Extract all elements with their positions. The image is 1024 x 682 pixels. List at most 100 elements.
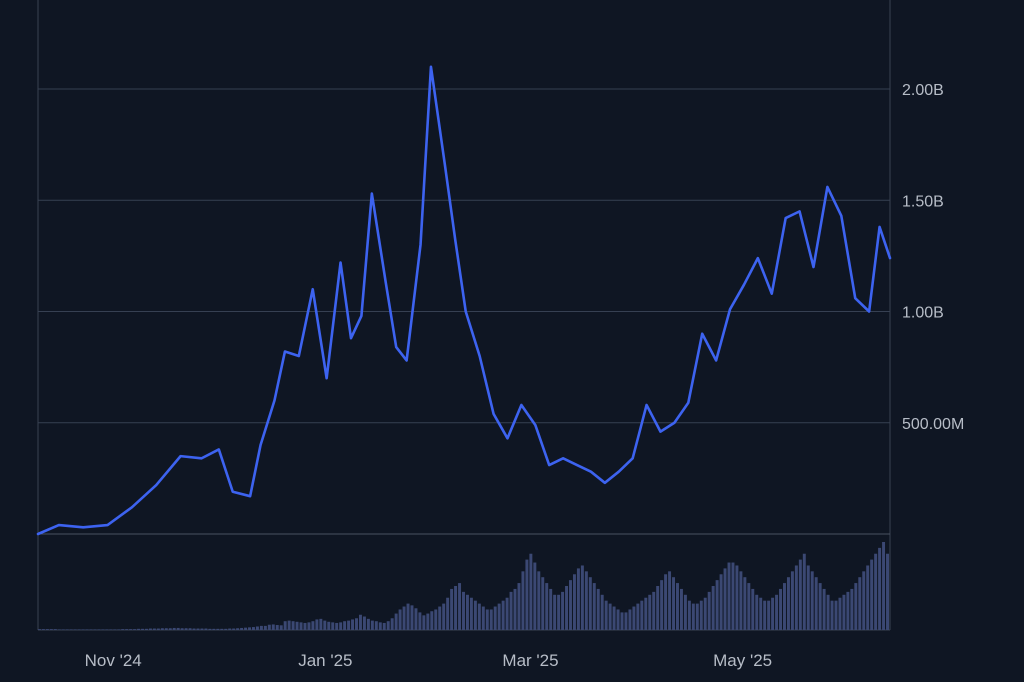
volume-bar xyxy=(632,606,636,630)
volume-bar xyxy=(608,603,612,630)
volume-bar xyxy=(790,571,794,630)
volume-bar xyxy=(93,629,97,630)
volume-bar xyxy=(822,588,826,630)
volume-bar xyxy=(450,588,454,630)
volume-bar xyxy=(327,621,331,630)
volume-bar xyxy=(196,628,200,630)
volume-bar xyxy=(501,600,505,630)
x-axis-ticks: Nov '24 Jan '25 Mar '25 May '25 xyxy=(85,651,772,670)
volume-bar xyxy=(216,628,220,630)
volume-bar xyxy=(65,629,69,630)
volume-bar xyxy=(707,591,711,630)
volume-bar xyxy=(691,603,695,630)
volume-bar xyxy=(343,621,347,630)
volume-bar xyxy=(168,628,172,630)
volume-bar xyxy=(687,600,691,630)
volume-bar xyxy=(232,628,236,630)
volume-bar xyxy=(652,591,656,630)
volume-bar xyxy=(517,583,521,630)
volume-bar xyxy=(874,553,878,630)
volume-bar xyxy=(763,600,767,630)
volume-bar xyxy=(386,621,390,630)
volume-bar xyxy=(263,625,267,630)
volume-bar xyxy=(228,628,232,630)
volume-bar xyxy=(121,629,125,630)
volume-bar xyxy=(45,629,49,630)
volume-bar xyxy=(616,609,620,630)
volume-bar xyxy=(612,606,616,630)
volume-bar xyxy=(775,594,779,630)
volume-bar xyxy=(374,621,378,630)
volume-bar xyxy=(497,603,501,630)
series-line xyxy=(36,65,892,536)
volume-bar xyxy=(477,603,481,630)
volume-bar xyxy=(660,580,664,630)
volume-bar xyxy=(545,583,549,630)
volume-bar xyxy=(786,577,790,630)
volume-bar xyxy=(735,565,739,630)
volume-bar xyxy=(648,594,652,630)
volume-bar xyxy=(311,621,315,630)
volume-bar xyxy=(180,628,184,630)
volume-bar xyxy=(695,603,699,630)
volume-bar xyxy=(283,621,287,630)
volume-bar xyxy=(362,616,366,630)
volume-bar xyxy=(244,627,248,630)
volume-bar xyxy=(335,622,339,630)
volume-bar xyxy=(640,600,644,630)
volume-bar xyxy=(462,591,465,630)
volume-bar xyxy=(192,628,196,630)
volume-bar xyxy=(152,628,156,630)
volume-bar xyxy=(834,600,838,630)
volume-bar xyxy=(739,571,743,630)
volume-bar xyxy=(394,613,398,630)
volume-bar xyxy=(382,622,386,630)
volume-bar xyxy=(41,629,45,630)
volume-bar xyxy=(794,565,798,630)
volume-bar xyxy=(240,627,244,630)
grid-lines xyxy=(37,0,891,631)
volume-bar xyxy=(129,629,133,630)
volume-bar xyxy=(255,626,259,630)
volume-bar xyxy=(624,612,628,630)
volume-bar xyxy=(521,571,525,630)
volume-bar xyxy=(89,629,93,630)
volume-bar xyxy=(465,594,469,630)
volume-bar xyxy=(85,629,89,630)
volume-bar xyxy=(572,574,576,630)
volume-bar xyxy=(565,586,569,630)
volume-bar xyxy=(390,618,394,630)
volume-bar xyxy=(679,588,683,630)
volume-bars xyxy=(38,542,889,630)
volume-bar xyxy=(886,553,889,630)
volume-bar xyxy=(771,597,775,630)
volume-bar xyxy=(715,580,719,630)
volume-bar xyxy=(525,559,529,630)
volume-bar xyxy=(676,583,679,630)
volume-bar xyxy=(156,628,160,630)
volume-bar xyxy=(592,583,596,630)
volume-bar xyxy=(561,591,565,630)
volume-bar xyxy=(604,600,608,630)
volume-bar xyxy=(810,571,814,630)
volume-bar xyxy=(291,621,295,630)
volume-bar xyxy=(806,565,810,630)
volume-bar xyxy=(588,577,592,630)
volume-bar xyxy=(204,628,208,630)
volume-bar xyxy=(113,629,117,630)
volume-bar xyxy=(366,618,370,630)
volume-bar xyxy=(422,615,426,630)
volume-bar xyxy=(109,629,113,630)
volume-bar xyxy=(668,571,672,630)
volume-bar xyxy=(61,629,65,630)
volume-bar xyxy=(378,622,382,630)
volume-bar xyxy=(485,609,489,630)
volume-bar xyxy=(580,565,584,630)
volume-bar xyxy=(719,574,723,630)
volume-bar xyxy=(148,628,152,630)
volume-bar xyxy=(208,628,212,630)
volume-bar xyxy=(38,629,41,630)
